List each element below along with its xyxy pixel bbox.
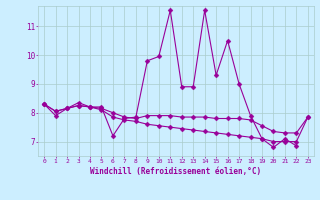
X-axis label: Windchill (Refroidissement éolien,°C): Windchill (Refroidissement éolien,°C) xyxy=(91,167,261,176)
